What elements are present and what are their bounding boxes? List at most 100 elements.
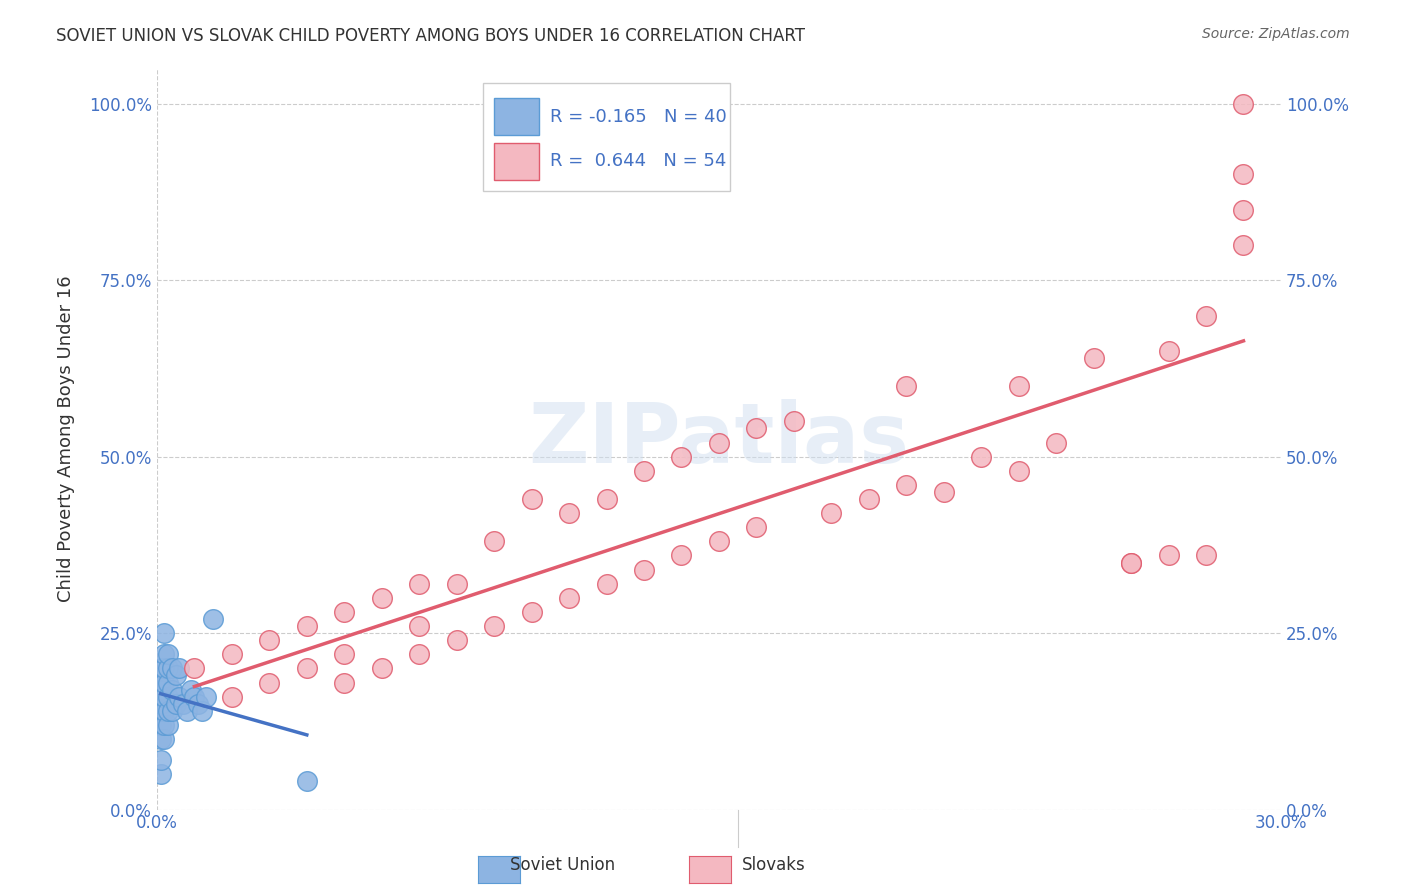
Point xyxy=(408,619,430,633)
Point xyxy=(221,690,243,704)
Point xyxy=(858,491,880,506)
Point xyxy=(157,647,180,661)
Point xyxy=(153,675,176,690)
Point xyxy=(520,491,543,506)
Point xyxy=(783,414,806,428)
Point xyxy=(1119,556,1142,570)
Point xyxy=(153,731,176,746)
Point xyxy=(180,682,202,697)
Point xyxy=(160,661,183,675)
FancyBboxPatch shape xyxy=(494,143,538,179)
Point xyxy=(149,690,172,704)
Point xyxy=(165,697,187,711)
Point xyxy=(1232,96,1254,111)
Point xyxy=(671,549,693,563)
Text: Source: ZipAtlas.com: Source: ZipAtlas.com xyxy=(1202,27,1350,41)
Point xyxy=(194,690,217,704)
Point xyxy=(1045,435,1067,450)
Point xyxy=(259,633,281,648)
Point xyxy=(1157,343,1180,358)
Point xyxy=(187,697,209,711)
Point xyxy=(160,704,183,718)
Text: Soviet Union: Soviet Union xyxy=(510,856,614,874)
Point xyxy=(1119,556,1142,570)
Y-axis label: Child Poverty Among Boys Under 16: Child Poverty Among Boys Under 16 xyxy=(58,276,75,602)
Point xyxy=(633,563,655,577)
Point xyxy=(149,661,172,675)
Point xyxy=(482,534,505,549)
Point xyxy=(820,506,842,520)
Point xyxy=(558,506,581,520)
Point xyxy=(896,478,918,492)
Point xyxy=(371,661,394,675)
Point xyxy=(408,647,430,661)
Text: Slovaks: Slovaks xyxy=(741,856,806,874)
Point xyxy=(176,704,198,718)
Point xyxy=(149,718,172,732)
Point xyxy=(595,491,617,506)
Point xyxy=(671,450,693,464)
Point xyxy=(446,576,468,591)
Point xyxy=(149,753,172,767)
Text: ZIPatlas: ZIPatlas xyxy=(529,399,910,480)
Point xyxy=(295,619,318,633)
Text: R = -0.165   N = 40: R = -0.165 N = 40 xyxy=(550,108,727,126)
Point xyxy=(633,464,655,478)
Point xyxy=(169,661,191,675)
Point xyxy=(153,661,176,675)
Point xyxy=(707,534,730,549)
Point xyxy=(333,647,356,661)
Point xyxy=(153,704,176,718)
Point xyxy=(1157,549,1180,563)
Point xyxy=(149,767,172,781)
Point xyxy=(970,450,993,464)
Point xyxy=(1083,351,1105,365)
Point xyxy=(408,576,430,591)
Point xyxy=(191,704,214,718)
Point xyxy=(157,675,180,690)
Point xyxy=(169,690,191,704)
Point xyxy=(295,774,318,789)
Point xyxy=(183,690,205,704)
Point xyxy=(1232,238,1254,252)
Point xyxy=(745,421,768,435)
Point xyxy=(482,619,505,633)
Point xyxy=(149,697,172,711)
Point xyxy=(446,633,468,648)
Point xyxy=(520,605,543,619)
FancyBboxPatch shape xyxy=(482,83,730,191)
Point xyxy=(1008,464,1031,478)
Point xyxy=(333,605,356,619)
Point xyxy=(157,690,180,704)
Point xyxy=(165,668,187,682)
Point xyxy=(745,520,768,534)
Point xyxy=(558,591,581,605)
FancyBboxPatch shape xyxy=(494,98,538,136)
Point xyxy=(149,731,172,746)
Point xyxy=(259,675,281,690)
Point xyxy=(153,690,176,704)
Point xyxy=(153,718,176,732)
Point xyxy=(149,704,172,718)
Point xyxy=(153,626,176,640)
Point xyxy=(896,379,918,393)
Point xyxy=(183,661,205,675)
Point xyxy=(1232,202,1254,217)
Point xyxy=(1195,549,1218,563)
Point xyxy=(333,675,356,690)
Point xyxy=(157,661,180,675)
Text: SOVIET UNION VS SLOVAK CHILD POVERTY AMONG BOYS UNDER 16 CORRELATION CHART: SOVIET UNION VS SLOVAK CHILD POVERTY AMO… xyxy=(56,27,806,45)
Point xyxy=(149,675,172,690)
Point xyxy=(707,435,730,450)
Point xyxy=(153,647,176,661)
Point xyxy=(295,661,318,675)
Point xyxy=(221,647,243,661)
Text: R =  0.644   N = 54: R = 0.644 N = 54 xyxy=(550,153,727,170)
Point xyxy=(202,612,225,626)
Point xyxy=(1008,379,1031,393)
Point xyxy=(371,591,394,605)
Point xyxy=(1232,167,1254,181)
Point xyxy=(157,718,180,732)
Point xyxy=(157,704,180,718)
Point xyxy=(149,682,172,697)
